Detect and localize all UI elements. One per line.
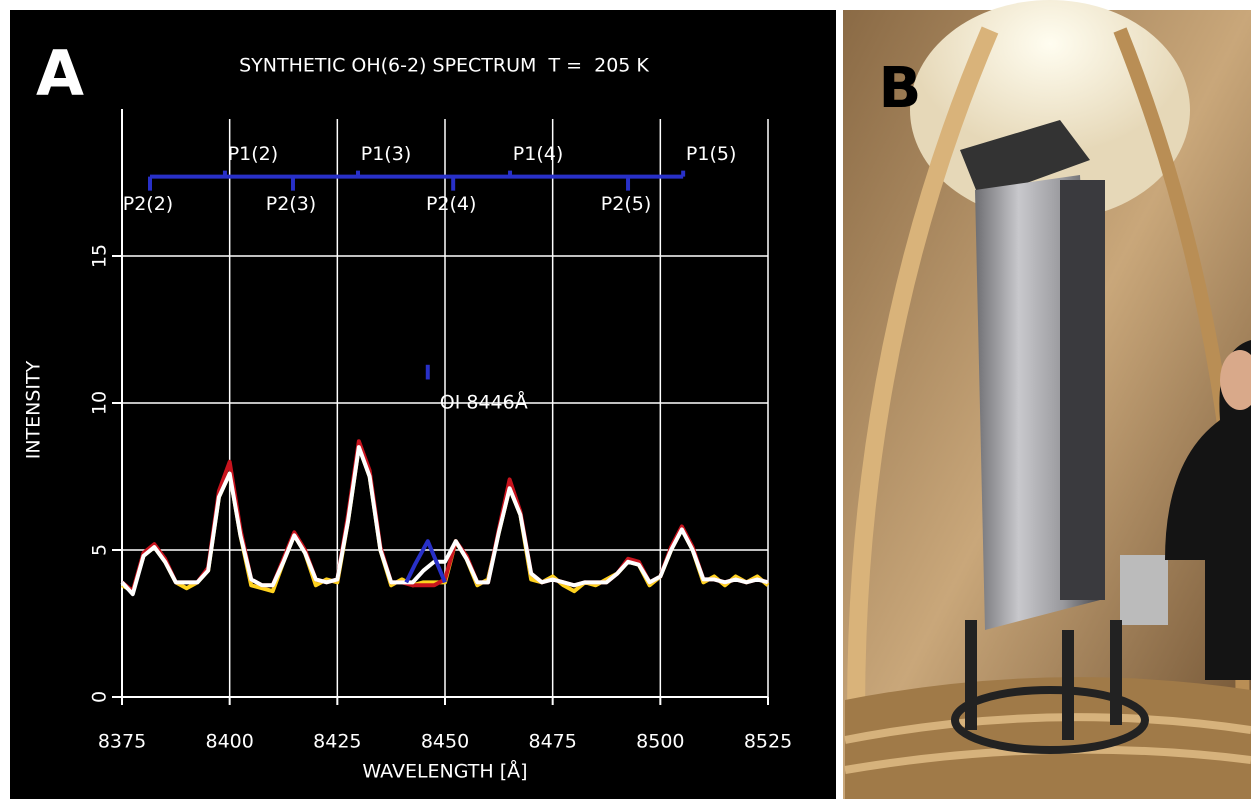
panel-label: B xyxy=(879,56,922,121)
floor-plank xyxy=(844,713,1251,744)
x-tick-label: 8425 xyxy=(313,731,361,753)
x-tick-label: 8500 xyxy=(636,731,684,753)
x-tick-label: 8450 xyxy=(421,731,469,753)
person-face xyxy=(1220,350,1251,410)
branch-label: P1(5) xyxy=(686,143,736,165)
person xyxy=(1165,340,1251,680)
oi-label: OI 8446Å xyxy=(440,391,528,414)
x-tick-label: 8475 xyxy=(528,731,576,753)
branch-label: P2(2) xyxy=(123,193,173,215)
panel-a-background xyxy=(10,10,836,799)
branch-label: P2(3) xyxy=(266,193,316,215)
wooden-arch xyxy=(847,26,999,800)
floor xyxy=(845,677,1251,799)
panel-b-photo xyxy=(843,0,1251,800)
spectrum-line xyxy=(404,539,447,584)
branch-label: P1(4) xyxy=(513,143,563,165)
spectrum-line xyxy=(120,445,769,597)
instrument-leg xyxy=(1110,620,1122,725)
panel-label: A xyxy=(36,37,84,110)
instrument-leg xyxy=(965,620,977,730)
y-tick-label: 5 xyxy=(89,544,111,556)
electronics-box xyxy=(1120,555,1168,625)
instrument-head xyxy=(960,120,1090,200)
y-tick-label: 15 xyxy=(89,244,111,268)
instrument-leg xyxy=(1062,630,1074,740)
branch-label: P2(4) xyxy=(426,193,476,215)
x-tick-label: 8525 xyxy=(744,731,792,753)
y-tick-label: 10 xyxy=(89,391,111,415)
y-axis-label: INTENSITY xyxy=(23,360,45,459)
y-tick-label: 0 xyxy=(89,691,111,703)
chart-title: SYNTHETIC OH(6-2) SPECTRUM T = 205 K xyxy=(239,55,649,77)
branch-label: P1(3) xyxy=(361,143,411,165)
branch-label: P1(2) xyxy=(228,143,278,165)
x-tick-label: 8400 xyxy=(205,731,253,753)
x-tick-label: 8375 xyxy=(98,731,146,753)
branch-label: P2(5) xyxy=(601,193,651,215)
instrument-side xyxy=(1060,180,1105,600)
instrument-base xyxy=(951,686,1149,754)
x-axis-label: WAVELENGTH [Å] xyxy=(362,760,527,783)
